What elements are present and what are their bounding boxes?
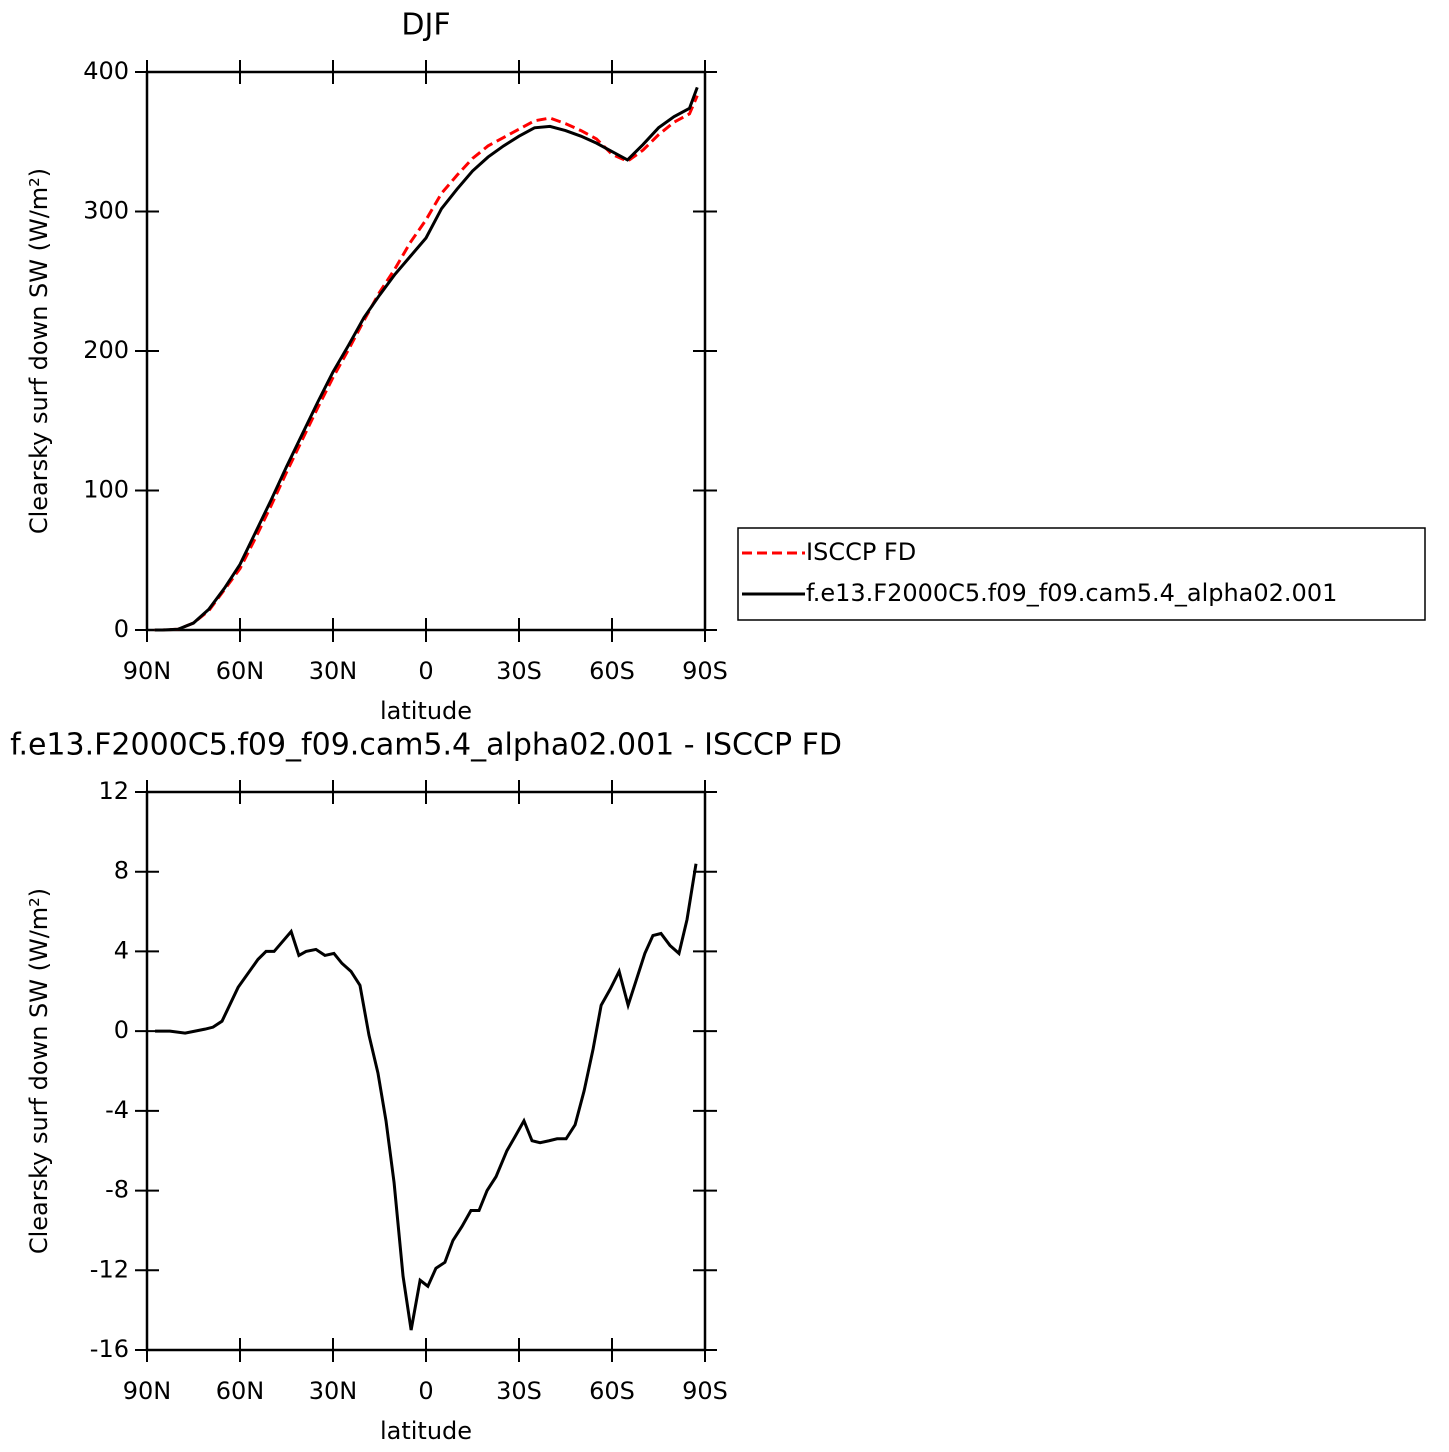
x-tick-label: 30S [496, 657, 542, 685]
plot-frame [145, 790, 707, 1352]
line-series [154, 95, 699, 632]
y-tick-label: 0 [114, 1016, 129, 1044]
x-tick-label: 90N [123, 1377, 172, 1405]
x-tick-label: 0 [418, 657, 433, 685]
y-tick-label: -8 [105, 1176, 129, 1204]
x-axis-label: latitude [380, 697, 472, 725]
x-tick-label: 60S [589, 657, 635, 685]
y-tick-label: 4 [114, 936, 129, 964]
x-tick-label: 90S [682, 1377, 728, 1405]
chart-title: DJF [401, 8, 450, 43]
y-tick-label: 200 [83, 336, 129, 364]
chart-title: f.e13.F2000C5.f09_f09.cam5.4_alpha02.001… [10, 728, 842, 763]
y-tick-label: 100 [83, 476, 129, 504]
x-tick-label: 90S [682, 657, 728, 685]
x-tick-label: 60S [589, 1377, 635, 1405]
x-tick-label: 0 [418, 1377, 433, 1405]
x-tick-label: 30N [309, 1377, 358, 1405]
y-tick-label: -16 [90, 1335, 129, 1363]
x-tick-label: 60N [216, 657, 265, 685]
y-axis-label: Clearsky surf down SW (W/m²) [25, 888, 53, 1254]
x-tick-label: 60N [216, 1377, 265, 1405]
y-tick-label: 400 [83, 57, 129, 85]
line-series [155, 863, 698, 1331]
y-tick-label: 8 [114, 857, 129, 885]
x-axis-label: latitude [380, 1417, 472, 1445]
y-tick-label: -4 [105, 1096, 129, 1124]
x-tick-label: 30N [309, 657, 358, 685]
legend-label: f.e13.F2000C5.f09_f09.cam5.4_alpha02.001 [806, 579, 1337, 607]
legend-box [737, 527, 1426, 621]
x-tick-label: 90N [123, 657, 172, 685]
line-series [154, 86, 699, 632]
y-tick-label: 0 [114, 615, 129, 643]
x-tick-label: 30S [496, 1377, 542, 1405]
y-axis-label: Clearsky surf down SW (W/m²) [25, 168, 53, 534]
y-tick-label: 12 [98, 777, 129, 805]
y-tick-label: -12 [90, 1255, 129, 1283]
legend-label: ISCCP FD [806, 538, 916, 566]
y-tick-label: 300 [83, 197, 129, 225]
